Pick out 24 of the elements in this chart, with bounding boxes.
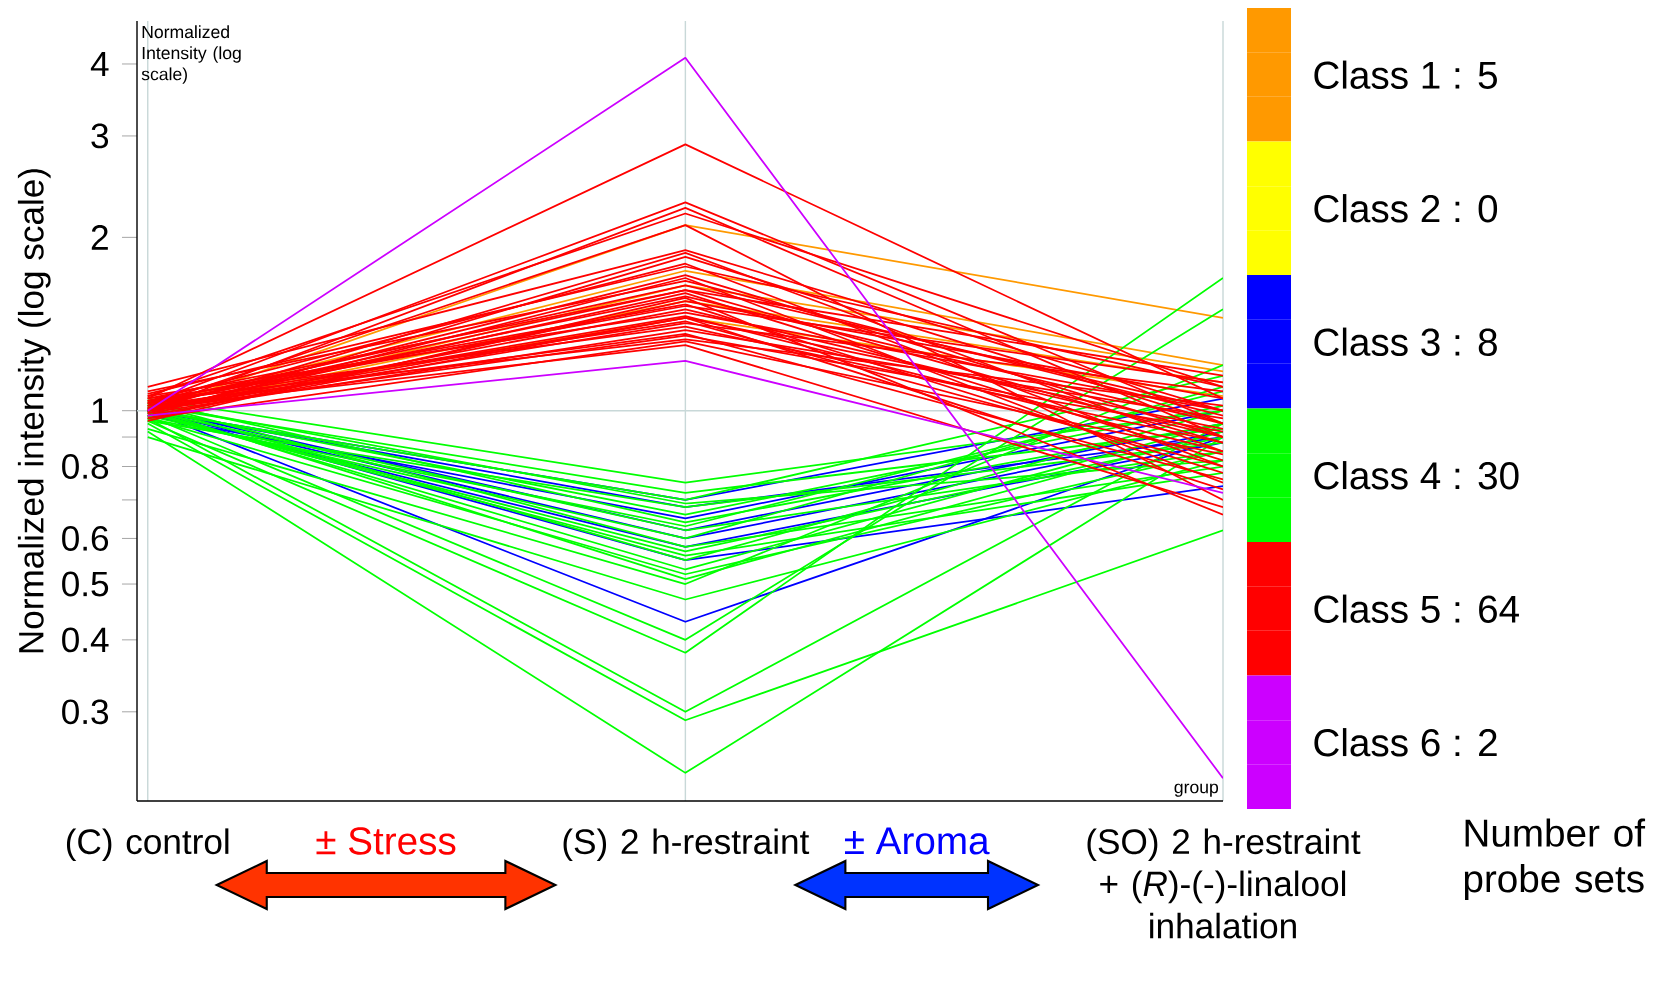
- x-tick-label: (S) 2 h-restraint: [563, 828, 810, 862]
- y-tick-label: 0.3: [62, 699, 109, 725]
- y-tick-label: 1: [92, 398, 108, 423]
- x-tick-label: (SO) 2 h-restraint + (R)-(-)-linalool inhalation: [1087, 828, 1361, 939]
- x-tick-label: (C) control: [66, 828, 229, 862]
- annotation: group: [1174, 783, 1219, 797]
- legend-title: Number of probe sets: [1464, 818, 1646, 901]
- legend-label: Class 6 : 2: [1314, 728, 1497, 757]
- y-tick-label: 3: [91, 123, 109, 149]
- y-axis-title: Normalized intensity (log scale): [17, 169, 51, 653]
- annotation: Normalized Intensity (log scale): [141, 25, 241, 84]
- y-tick-label: 0.5: [62, 571, 109, 597]
- legend-label: Class 2 : 0: [1314, 194, 1498, 223]
- legend-label: Class 3 : 8: [1314, 327, 1497, 356]
- legend-label: Class 4 : 30: [1314, 461, 1519, 490]
- y-tick-label: 0.4: [62, 627, 109, 653]
- legend-label: Class 1 : 5: [1314, 60, 1497, 89]
- legend-label: Class 5 : 64: [1314, 594, 1519, 623]
- y-tick-label: 2: [91, 225, 108, 250]
- y-tick-label: 0.8: [62, 454, 109, 479]
- text: ± Stress: [316, 827, 456, 855]
- y-tick-label: 0.6: [62, 526, 109, 551]
- y-tick-label: 4: [90, 51, 109, 77]
- text: ± Aroma: [844, 827, 990, 855]
